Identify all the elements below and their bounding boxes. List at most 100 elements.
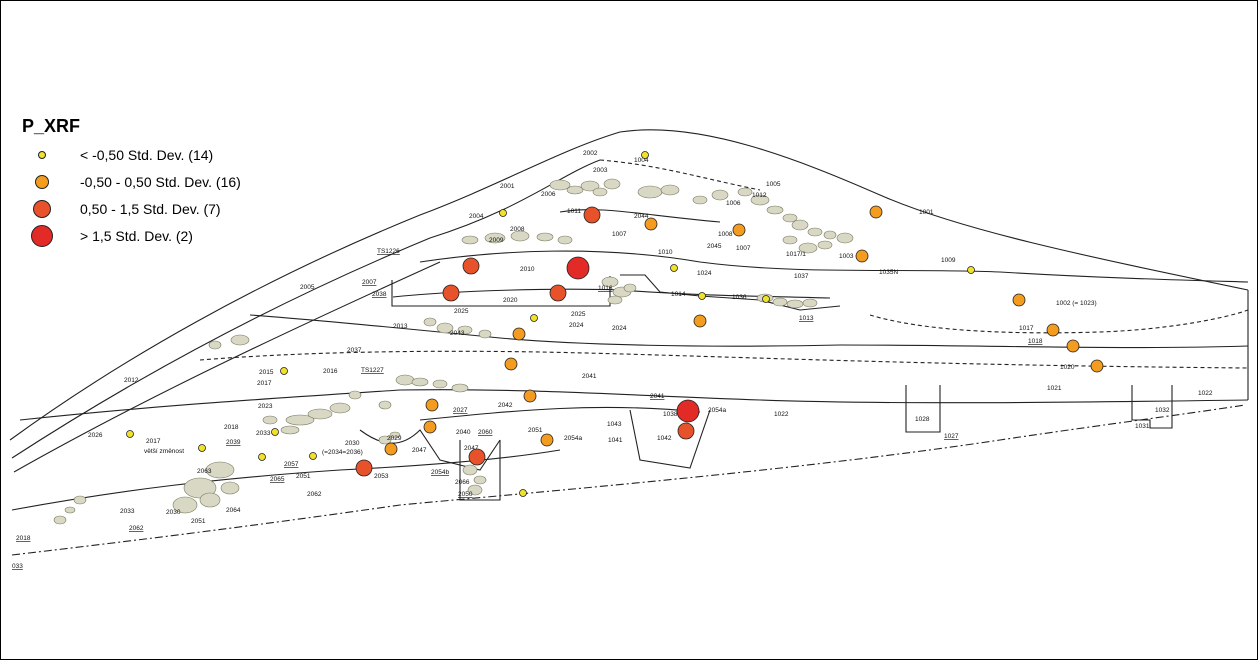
layer-label: 2025 [571, 311, 586, 318]
layer-label: 1005 [766, 181, 781, 188]
sample-point [670, 264, 678, 272]
stone [73, 495, 87, 505]
layer-label: 1038 [663, 411, 678, 418]
sample-point [967, 266, 975, 274]
stone [772, 297, 788, 307]
layer-label: 1018 [1028, 338, 1043, 345]
sample-point [677, 422, 695, 440]
layer-label: 2012 [124, 377, 139, 384]
layer-label: 2013 [393, 323, 408, 330]
layer-label: 2006 [541, 191, 556, 198]
layer-label: 1001 [919, 209, 934, 216]
layer-label: 1042 [657, 435, 672, 442]
sample-point [519, 489, 527, 497]
stone [607, 295, 623, 305]
layer-label: 033 [12, 563, 23, 570]
layer-label: 1021 [1047, 385, 1062, 392]
layer-label: 2051 [528, 427, 543, 434]
layer-label: 1003 [839, 253, 854, 260]
layer-label: 1027 [944, 433, 959, 440]
layer-label: 2033 [120, 508, 135, 515]
legend-item: 0,50 - 1,5 Std. Dev. (7) [22, 197, 221, 224]
layer-label: 2024 [569, 322, 584, 329]
layer-label: 2004 [469, 213, 484, 220]
layer-label: 2038 [372, 291, 387, 298]
sample-point [566, 256, 590, 280]
stone [205, 461, 235, 479]
sample-point [499, 209, 507, 217]
sample-point [309, 452, 317, 460]
stone [660, 184, 680, 196]
layer-label: 2057 [284, 461, 299, 468]
layer-label: 1008 [718, 231, 733, 238]
layer-label: 1035N [879, 269, 898, 276]
stone [436, 322, 454, 334]
layer-label: TS1226 [377, 248, 400, 255]
sample-point [280, 367, 288, 375]
stone [737, 187, 753, 197]
stone [64, 506, 76, 514]
sample-point [641, 151, 649, 159]
stone [53, 515, 67, 525]
legend-item: > 1,5 Std. Dev. (2) [22, 224, 193, 251]
legend-symbol-icon [33, 200, 51, 218]
sample-point [693, 314, 707, 328]
layer-label: 1006 [726, 200, 741, 207]
sample-point [468, 448, 486, 466]
layer-label: 2043 [450, 330, 465, 337]
layer-boundaries [9, 129, 1249, 556]
stone [262, 415, 278, 425]
stone [220, 481, 240, 495]
layer-label: 2062 [129, 525, 144, 532]
stone [378, 435, 392, 445]
sample-point [1012, 293, 1026, 307]
stone [423, 317, 437, 327]
stone [807, 227, 823, 237]
stone [451, 383, 469, 393]
layer-label: 1022 [774, 411, 789, 418]
stone [457, 325, 473, 335]
layer-label: 2033 [256, 430, 271, 437]
layer-label: 2054a [564, 435, 582, 442]
stone [566, 185, 584, 195]
layer-label: 2018 [224, 424, 239, 431]
layer-label: 2008 [510, 226, 525, 233]
layer-label: 2007 [362, 279, 377, 286]
layer-label: 2017 [257, 380, 272, 387]
stone [172, 496, 198, 514]
layer-label: 1007 [612, 231, 627, 238]
stone [692, 195, 708, 205]
legend-label: < -0,50 Std. Dev. (14) [80, 147, 214, 163]
stone [208, 340, 222, 350]
layer-label: 2029 [387, 435, 402, 442]
layer-label: 2050 [458, 491, 473, 498]
layer-labels: 2002 1004 2003 1005 2001 2006 1012 1006 1001 2004… [12, 150, 1213, 570]
stone [484, 232, 506, 244]
sample-point [442, 284, 460, 302]
stone [285, 414, 315, 426]
layer-label: 2041 [582, 373, 597, 380]
layer-label: 2025 [454, 308, 469, 315]
layer-label: 1016 [598, 285, 613, 292]
layer-label: 1024 [697, 270, 712, 277]
legend: P_XRF < -0,50 Std. Dev. (14) -0,50 - 0,50… [22, 116, 241, 251]
sample-point [271, 428, 279, 436]
legend-symbol-icon [35, 175, 49, 189]
sample-point [126, 430, 134, 438]
sample-point [1090, 359, 1104, 373]
layer-label: 2005 [300, 284, 315, 291]
stone [823, 230, 837, 240]
layer-label: 1002 (= 1023) [1056, 300, 1097, 307]
layer-label: 1011 [567, 208, 581, 215]
sample-point [512, 327, 526, 341]
layer-label: 2051 [296, 473, 311, 480]
sample-point [869, 205, 883, 219]
stone [623, 283, 637, 293]
stone [557, 235, 573, 245]
layer-label: 2002 [583, 150, 598, 157]
stone [786, 299, 804, 309]
sample-point [530, 314, 538, 322]
stone [782, 235, 798, 245]
layer-label: 2010 [520, 266, 535, 273]
layer-label: 1020 [1060, 364, 1075, 371]
